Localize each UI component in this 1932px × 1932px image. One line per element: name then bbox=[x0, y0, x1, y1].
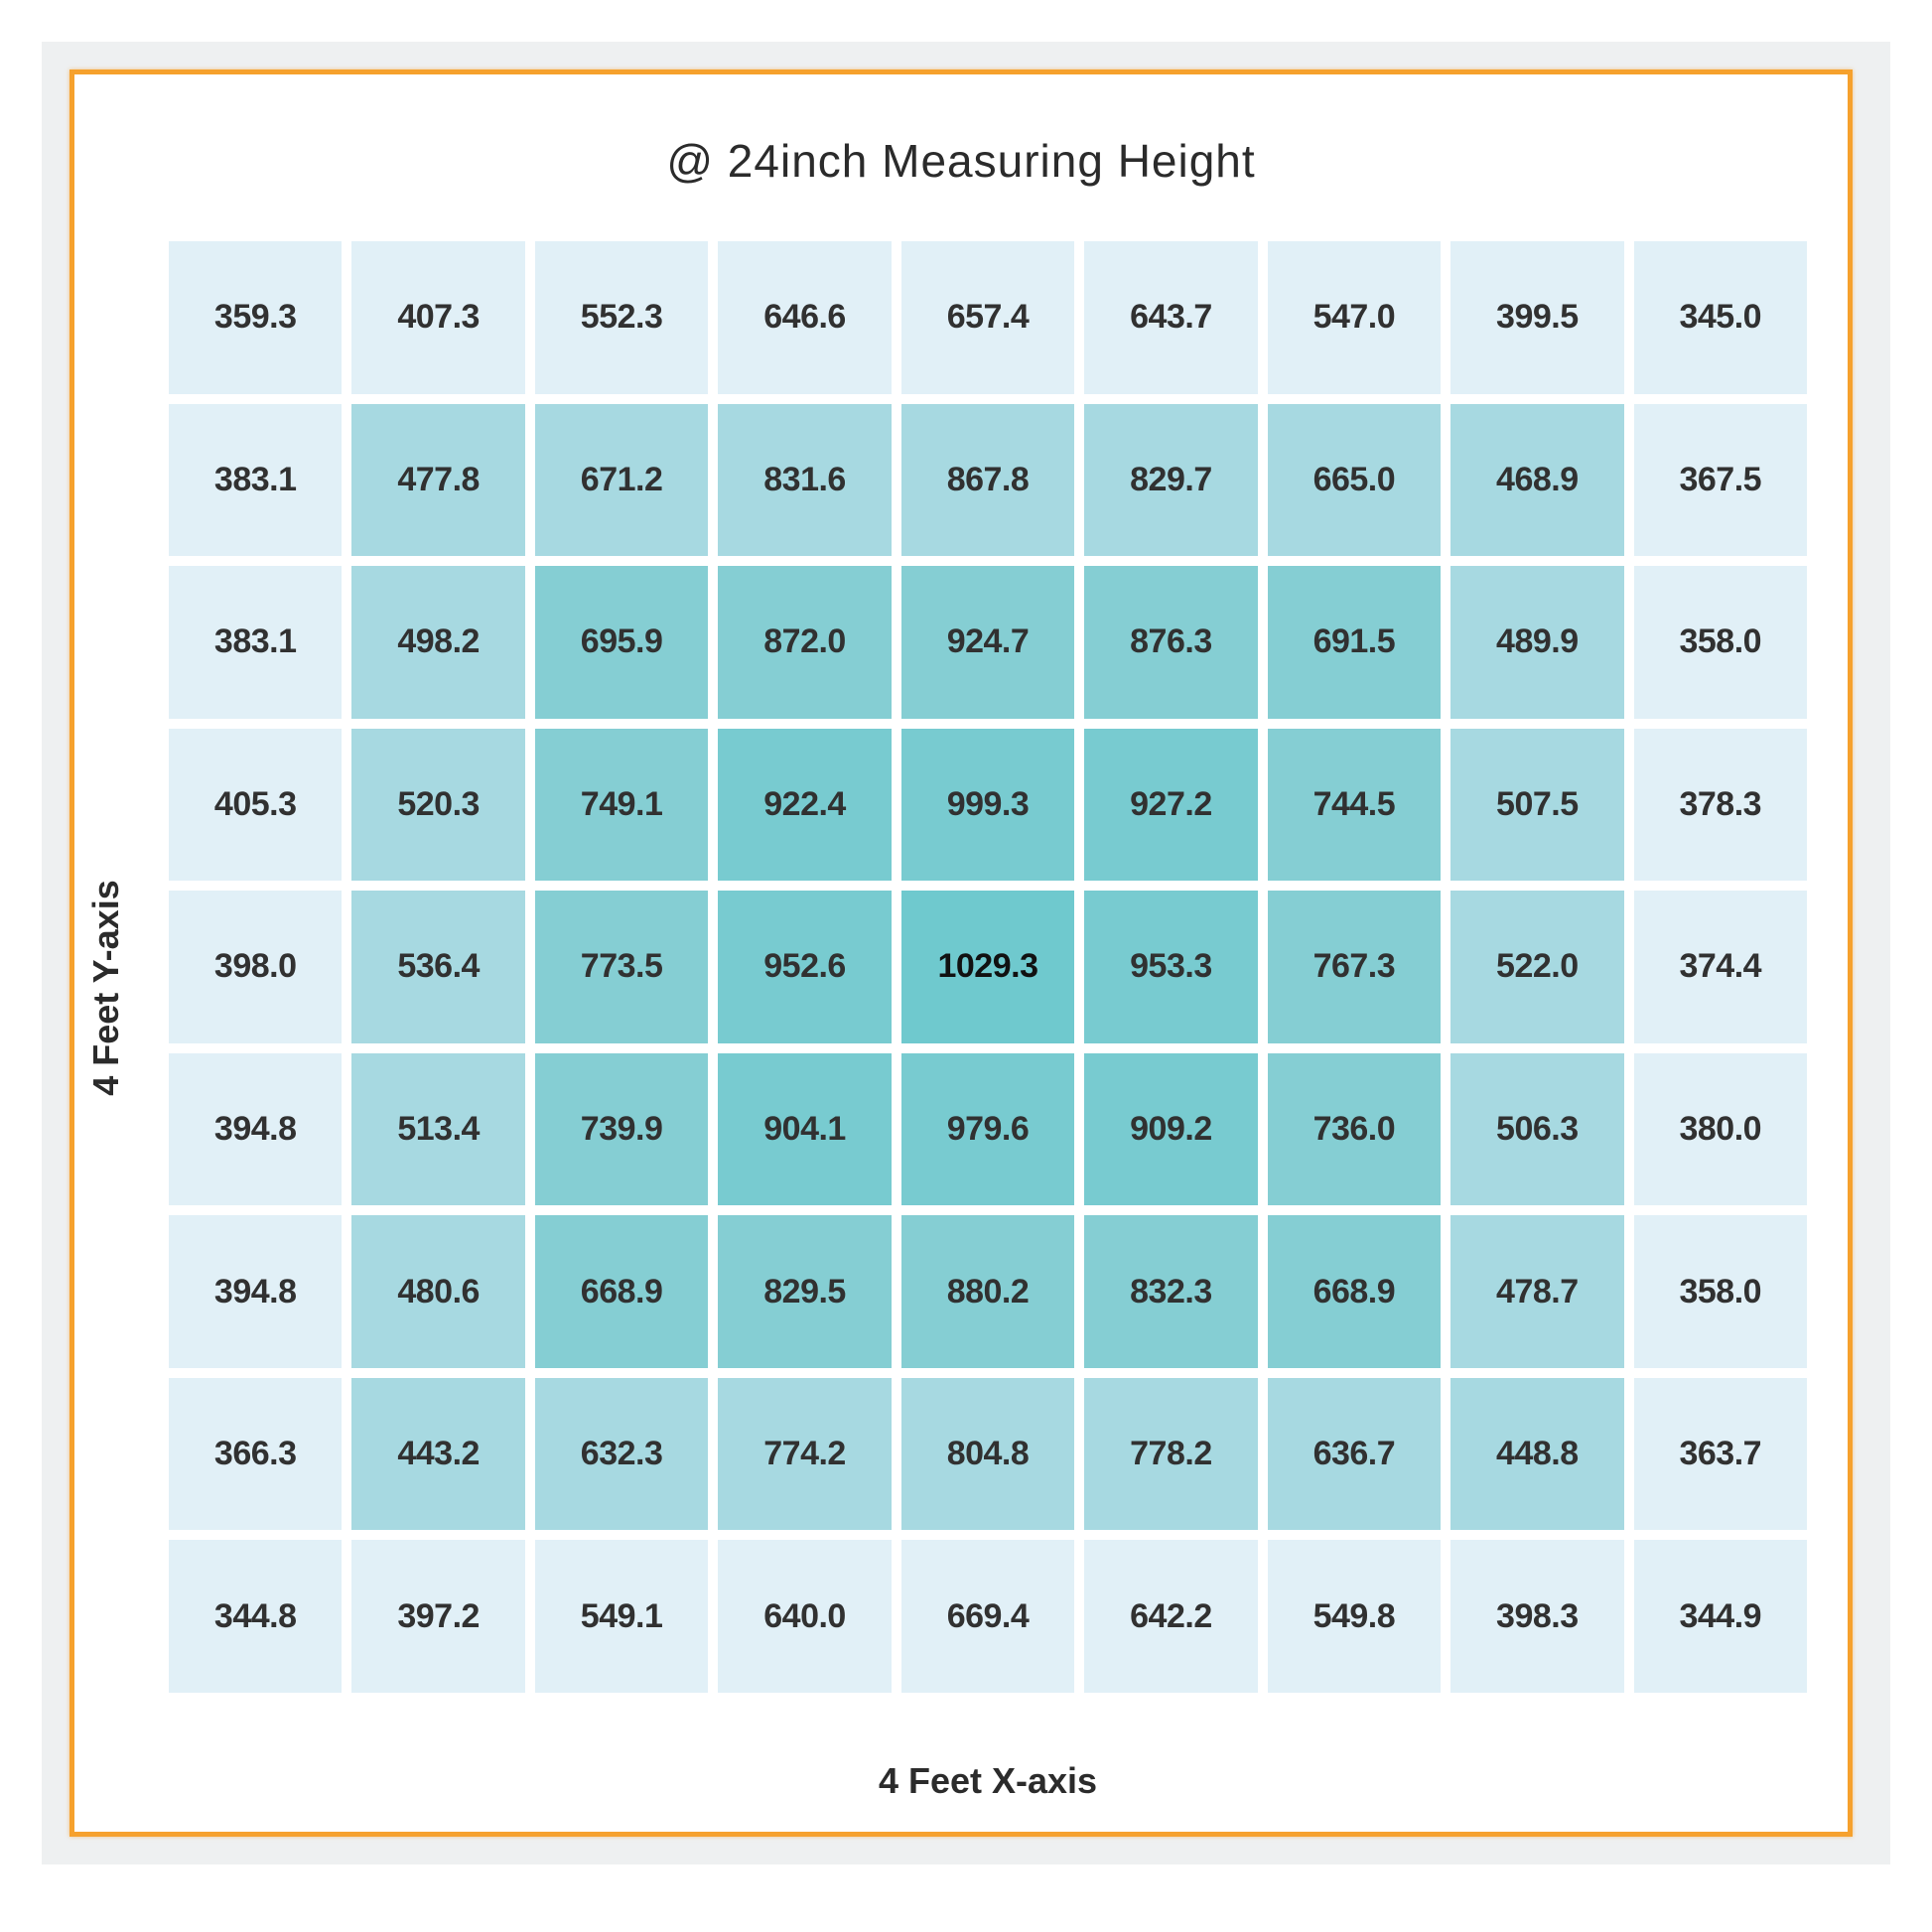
heatmap-cell: 407.3 bbox=[351, 241, 525, 394]
heatmap-cell: 773.5 bbox=[534, 891, 709, 1043]
heatmap-cell: 477.8 bbox=[351, 403, 525, 557]
heatmap-cell: 952.6 bbox=[718, 891, 892, 1043]
heatmap-cell: 646.6 bbox=[718, 241, 892, 394]
heatmap-cell: 366.3 bbox=[169, 1377, 343, 1531]
heatmap-cell: 552.3 bbox=[534, 241, 709, 394]
x-axis-label: 4 Feet X-axis bbox=[878, 1760, 1098, 1801]
heatmap-cell: 374.4 bbox=[1633, 891, 1807, 1043]
heatmap-cell: 345.0 bbox=[1633, 241, 1807, 394]
heatmap-cell: 804.8 bbox=[900, 1377, 1075, 1531]
heatmap-cell: 640.0 bbox=[718, 1540, 892, 1693]
heatmap-cell: 876.3 bbox=[1084, 566, 1258, 719]
heatmap-cell: 394.8 bbox=[169, 1052, 343, 1206]
heatmap-cell: 927.2 bbox=[1084, 728, 1258, 882]
heatmap-cell: 671.2 bbox=[534, 403, 709, 557]
heatmap-cell: 520.3 bbox=[351, 728, 525, 882]
heatmap-cell: 691.5 bbox=[1267, 566, 1442, 719]
heatmap-cell: 953.3 bbox=[1084, 891, 1258, 1043]
heatmap-cell: 549.8 bbox=[1267, 1540, 1442, 1693]
heatmap-cell: 767.3 bbox=[1267, 891, 1442, 1043]
heatmap-cell: 778.2 bbox=[1084, 1377, 1258, 1531]
heatmap-cell: 478.7 bbox=[1450, 1215, 1624, 1368]
heatmap-cell: 506.3 bbox=[1450, 1052, 1624, 1206]
heatmap-cell: 405.3 bbox=[169, 728, 343, 882]
heatmap-cell: 378.3 bbox=[1633, 728, 1807, 882]
heatmap-cell: 549.1 bbox=[534, 1540, 709, 1693]
heatmap-cell: 739.9 bbox=[534, 1052, 709, 1206]
heatmap-cell: 922.4 bbox=[718, 728, 892, 882]
heatmap-cell: 880.2 bbox=[900, 1215, 1075, 1368]
heatmap-cell: 358.0 bbox=[1633, 1215, 1807, 1368]
heatmap-cell: 736.0 bbox=[1267, 1052, 1442, 1206]
heatmap-cell: 480.6 bbox=[351, 1215, 525, 1368]
heatmap-cell: 380.0 bbox=[1633, 1052, 1807, 1206]
heatmap-cell: 668.9 bbox=[534, 1215, 709, 1368]
heatmap-cell: 443.2 bbox=[351, 1377, 525, 1531]
heatmap-cell: 636.7 bbox=[1267, 1377, 1442, 1531]
heatmap-cell: 522.0 bbox=[1450, 891, 1624, 1043]
heatmap-cell: 831.6 bbox=[718, 403, 892, 557]
chart-outer-panel: @ 24inch Measuring Height 4 Feet Y-axis … bbox=[42, 42, 1890, 1864]
heatmap-cell: 979.6 bbox=[900, 1052, 1075, 1206]
heatmap-cell: 695.9 bbox=[534, 566, 709, 719]
heatmap-cell: 642.2 bbox=[1084, 1540, 1258, 1693]
heatmap-chart-box: @ 24inch Measuring Height 4 Feet Y-axis … bbox=[69, 69, 1853, 1837]
heatmap-cell: 383.1 bbox=[169, 566, 343, 719]
heatmap-grid: 359.3 407.3 552.3 646.6 657.4 643.7 547.0 399.5… bbox=[169, 241, 1807, 1693]
chart-title: @ 24inch Measuring Height bbox=[666, 135, 1256, 187]
heatmap-cell: 344.9 bbox=[1633, 1540, 1807, 1693]
heatmap-cell: 397.2 bbox=[351, 1540, 525, 1693]
heatmap-cell: 665.0 bbox=[1267, 403, 1442, 557]
heatmap-cell: 547.0 bbox=[1267, 241, 1442, 394]
heatmap-cell: 513.4 bbox=[351, 1052, 525, 1206]
heatmap-cell: 367.5 bbox=[1633, 403, 1807, 557]
heatmap-cell: 399.5 bbox=[1450, 241, 1624, 394]
y-axis-label: 4 Feet Y-axis bbox=[85, 880, 126, 1096]
heatmap-cell: 398.3 bbox=[1450, 1540, 1624, 1693]
heatmap-cell: 867.8 bbox=[900, 403, 1075, 557]
heatmap-cell: 468.9 bbox=[1450, 403, 1624, 557]
heatmap-cell: 832.3 bbox=[1084, 1215, 1258, 1368]
heatmap-cell: 657.4 bbox=[900, 241, 1075, 394]
heatmap-cell: 1029.3 bbox=[900, 891, 1075, 1043]
heatmap-plot-area: 359.3 407.3 552.3 646.6 657.4 643.7 547.0 399.5… bbox=[169, 241, 1807, 1693]
heatmap-cell: 498.2 bbox=[351, 566, 525, 719]
heatmap-cell: 643.7 bbox=[1084, 241, 1258, 394]
heatmap-cell: 924.7 bbox=[900, 566, 1075, 719]
heatmap-cell: 909.2 bbox=[1084, 1052, 1258, 1206]
heatmap-cell: 669.4 bbox=[900, 1540, 1075, 1693]
heatmap-cell: 489.9 bbox=[1450, 566, 1624, 719]
heatmap-cell: 829.5 bbox=[718, 1215, 892, 1368]
heatmap-cell: 749.1 bbox=[534, 728, 709, 882]
heatmap-cell: 774.2 bbox=[718, 1377, 892, 1531]
heatmap-cell: 668.9 bbox=[1267, 1215, 1442, 1368]
heatmap-cell: 344.8 bbox=[169, 1540, 343, 1693]
heatmap-cell: 448.8 bbox=[1450, 1377, 1624, 1531]
heatmap-cell: 507.5 bbox=[1450, 728, 1624, 882]
heatmap-cell: 872.0 bbox=[718, 566, 892, 719]
heatmap-cell: 394.8 bbox=[169, 1215, 343, 1368]
heatmap-cell: 632.3 bbox=[534, 1377, 709, 1531]
heatmap-cell: 999.3 bbox=[900, 728, 1075, 882]
heatmap-cell: 398.0 bbox=[169, 891, 343, 1043]
heatmap-cell: 744.5 bbox=[1267, 728, 1442, 882]
heatmap-cell: 536.4 bbox=[351, 891, 525, 1043]
heatmap-cell: 904.1 bbox=[718, 1052, 892, 1206]
heatmap-cell: 358.0 bbox=[1633, 566, 1807, 719]
heatmap-cell: 829.7 bbox=[1084, 403, 1258, 557]
heatmap-cell: 359.3 bbox=[169, 241, 343, 394]
heatmap-cell: 383.1 bbox=[169, 403, 343, 557]
heatmap-cell: 363.7 bbox=[1633, 1377, 1807, 1531]
